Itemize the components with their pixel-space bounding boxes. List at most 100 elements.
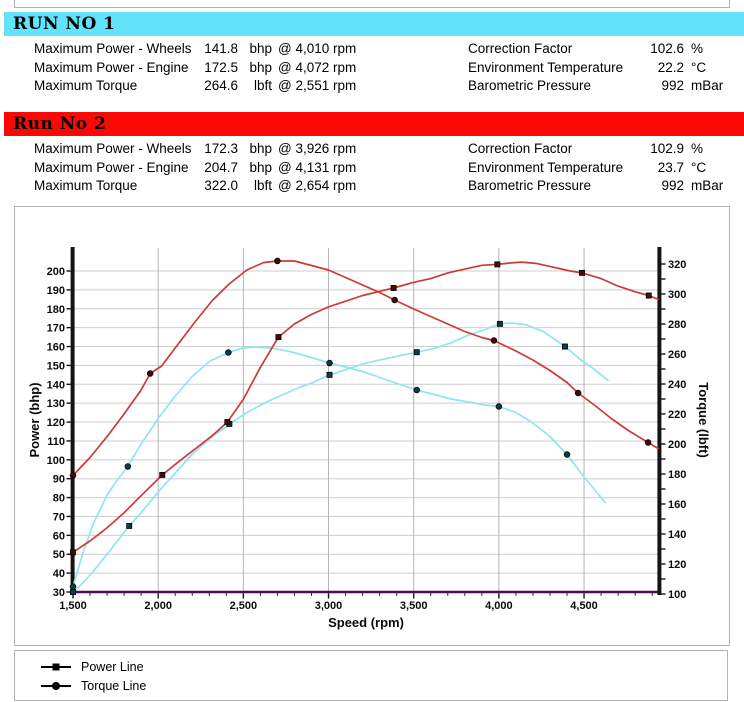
svg-text:100: 100 bbox=[668, 589, 686, 601]
svg-text:40: 40 bbox=[53, 568, 65, 580]
run-1-title: RUN NO 1 bbox=[13, 14, 116, 34]
stat-row: Maximum Torque 322.0 lbft @ 2,654 rpm bbox=[34, 177, 356, 196]
stat-label: Environment Temperature bbox=[468, 159, 624, 175]
run2-power-marker bbox=[275, 334, 282, 341]
stat-row: Environment Temperature 22.2 °C bbox=[468, 59, 723, 78]
run2-torque-marker bbox=[490, 337, 498, 344]
svg-text:220: 220 bbox=[668, 409, 686, 421]
svg-text:60: 60 bbox=[53, 530, 65, 542]
stat-value: 172.3 bbox=[204, 141, 238, 156]
stat-label: Environment Temperature bbox=[468, 59, 624, 75]
run2-power-marker bbox=[159, 471, 166, 478]
stat-value: 22.2 bbox=[657, 59, 684, 75]
stat-at-rpm: @ 4,010 rpm bbox=[278, 41, 357, 56]
x-axis-title: Speed (rpm) bbox=[328, 615, 404, 630]
run1-power-line bbox=[72, 322, 609, 593]
stat-label: Correction Factor bbox=[468, 141, 573, 156]
svg-text:2,000: 2,000 bbox=[144, 600, 172, 612]
stat-row: Maximum Power - Engine 172.5 bhp @ 4,072 rp… bbox=[34, 59, 356, 78]
dyno-chart-panel: 30 40 50 60 70 80 90 100 110 120 130 140 150 160 170 18… bbox=[14, 206, 730, 646]
legend-label: Torque Line bbox=[81, 678, 147, 693]
svg-text:80: 80 bbox=[53, 493, 65, 505]
svg-text:4,000: 4,000 bbox=[485, 600, 513, 612]
run-2-stats: Maximum Power - Wheels 172.3 bhp @ 3,926 rp… bbox=[0, 140, 744, 200]
stat-unit: mBar bbox=[691, 78, 724, 93]
run2-power-line bbox=[72, 261, 659, 554]
stat-at-rpm: @ 4,131 rpm bbox=[278, 159, 357, 175]
svg-text:180: 180 bbox=[47, 304, 65, 316]
run1-torque-marker bbox=[413, 386, 421, 394]
run-1-stats-right: Correction Factor 102.6% Environment Temp… bbox=[468, 40, 723, 96]
run1-torque-marker bbox=[495, 403, 503, 410]
run-1-stats: Maximum Power - Wheels 141.8 bhp @ 4,010 rp… bbox=[0, 40, 744, 100]
run1-torque-line bbox=[72, 346, 607, 588]
svg-text:240: 240 bbox=[668, 379, 686, 391]
stat-label: Maximum Power - Engine bbox=[34, 159, 189, 175]
svg-text:150: 150 bbox=[47, 360, 65, 372]
run1-power-marker bbox=[126, 522, 133, 529]
stat-label: Maximum Power - Engine bbox=[34, 59, 189, 75]
svg-text:100: 100 bbox=[47, 455, 65, 467]
right-axis bbox=[657, 247, 662, 595]
svg-text:140: 140 bbox=[47, 379, 65, 391]
stat-at-rpm: @ 2,654 rpm bbox=[278, 178, 357, 193]
stat-unit: mBar bbox=[691, 178, 724, 193]
run2-power-marker bbox=[390, 285, 397, 291]
stat-value: 102.6 bbox=[650, 41, 684, 56]
stat-label: Barometric Pressure bbox=[468, 78, 592, 93]
svg-text:160: 160 bbox=[47, 342, 65, 354]
run-2-stats-right: Correction Factor 102.9% Environment Temp… bbox=[468, 140, 723, 196]
stat-unit: % bbox=[691, 141, 704, 156]
stat-value: 992 bbox=[661, 178, 684, 193]
stat-row: Maximum Power - Wheels 141.8 bhp @ 4,010 rp… bbox=[34, 40, 356, 59]
stat-row: Correction Factor 102.6% bbox=[468, 40, 723, 59]
run2-power-marker bbox=[645, 292, 652, 299]
power-line-icon bbox=[41, 663, 71, 670]
stat-label: Correction Factor bbox=[468, 41, 573, 56]
svg-text:2,500: 2,500 bbox=[230, 600, 258, 612]
svg-text:4,500: 4,500 bbox=[570, 600, 598, 612]
run2-torque-marker bbox=[69, 472, 77, 479]
stat-unit: bhp bbox=[249, 59, 272, 75]
stat-unit: °C bbox=[691, 59, 707, 75]
stat-unit: bhp bbox=[249, 41, 272, 56]
stat-row: Barometric Pressure 992 mBar bbox=[468, 177, 723, 196]
run2-torque-line bbox=[72, 260, 659, 477]
stat-value: 204.7 bbox=[204, 159, 238, 175]
svg-text:3,500: 3,500 bbox=[400, 600, 428, 612]
run2-torque-marker bbox=[146, 370, 154, 377]
run-2-stats-left: Maximum Power - Wheels 172.3 bhp @ 3,926 rp… bbox=[34, 140, 356, 196]
svg-text:120: 120 bbox=[47, 417, 65, 429]
legend-item-power: Power Line bbox=[15, 657, 727, 676]
svg-text:140: 140 bbox=[668, 529, 686, 541]
svg-text:180: 180 bbox=[668, 469, 686, 481]
run2-torque-marker bbox=[274, 257, 281, 265]
run1-power-marker bbox=[326, 371, 333, 378]
stat-at-rpm: @ 2,551 rpm bbox=[278, 78, 357, 93]
stat-unit: lbft bbox=[253, 178, 272, 193]
run1-torque-marker bbox=[69, 583, 77, 590]
svg-text:70: 70 bbox=[53, 511, 65, 523]
stat-value: 23.7 bbox=[657, 159, 684, 175]
stat-value: 172.5 bbox=[204, 59, 238, 75]
run1-torque-marker bbox=[225, 349, 232, 356]
stat-label: Barometric Pressure bbox=[468, 178, 592, 193]
stat-value: 141.8 bbox=[204, 41, 238, 56]
stat-row: Barometric Pressure 992 mBar bbox=[468, 77, 723, 96]
svg-text:300: 300 bbox=[668, 289, 686, 301]
chart-plot: 30 40 50 60 70 80 90 100 110 120 130 140 150 160 170 18… bbox=[47, 247, 686, 612]
stat-unit: lbft bbox=[253, 78, 272, 93]
stat-row: Maximum Torque 264.6 lbft @ 2,551 rpm bbox=[34, 77, 356, 96]
stat-row: Correction Factor 102.9% bbox=[468, 140, 723, 159]
stat-value: 264.6 bbox=[204, 78, 238, 93]
stat-label: Maximum Torque bbox=[34, 178, 138, 193]
svg-text:200: 200 bbox=[668, 439, 686, 451]
run-2-title: Run No 2 bbox=[13, 114, 107, 134]
svg-text:260: 260 bbox=[668, 349, 686, 361]
stat-row: Environment Temperature 23.7 °C bbox=[468, 159, 723, 178]
svg-text:280: 280 bbox=[668, 319, 686, 331]
svg-text:320: 320 bbox=[668, 259, 686, 271]
run-2-header: Run No 2 bbox=[4, 112, 744, 136]
run2-power-marker bbox=[224, 419, 231, 426]
